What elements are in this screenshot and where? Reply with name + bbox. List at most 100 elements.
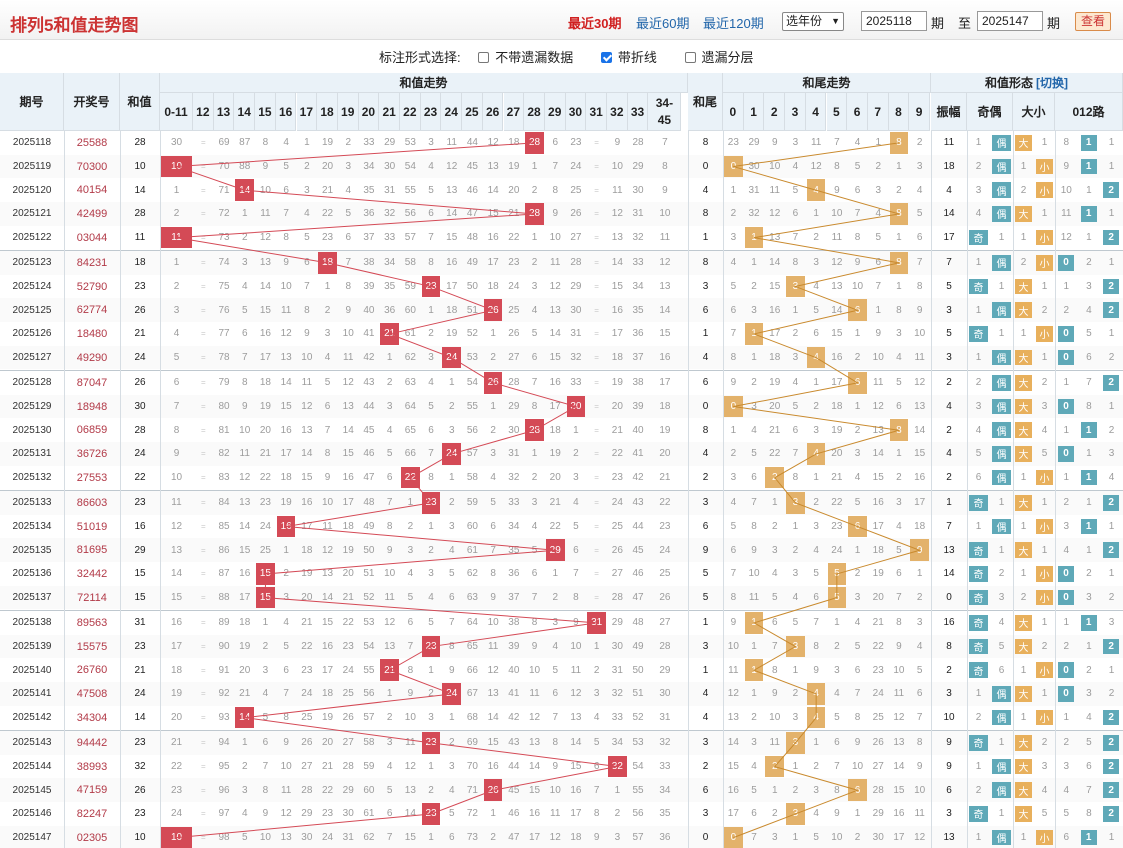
draw-number-cell[interactable]: 34304 [76, 711, 108, 724]
draw-number-cell[interactable]: 18480 [76, 327, 108, 340]
sum-miss-cell: 8 [283, 232, 289, 244]
draw-number-cell[interactable]: 81695 [76, 544, 108, 557]
tab-recent-120[interactable]: 最近120期 [703, 16, 764, 31]
sum-miss-cell: 15 [259, 304, 271, 316]
draw-number-cell[interactable]: 15575 [76, 640, 108, 653]
to-period-input[interactable]: 2025147 [977, 11, 1043, 31]
draw-number-cell[interactable]: 84231 [76, 256, 108, 269]
sum-hit-cell: 18 [318, 252, 337, 274]
tail-hit-cell: 4 [806, 443, 826, 465]
sum-miss-cell: 4 [448, 544, 455, 556]
draw-number-cell[interactable]: 87047 [76, 376, 108, 389]
sum-miss-cell: 17 [659, 377, 671, 389]
sum-miss-cell: 11 [570, 664, 582, 676]
tail-miss-cell: 10 [748, 568, 760, 580]
sum-miss-cell: 84 [218, 497, 230, 509]
sum-miss-cell: 10 [239, 424, 251, 436]
draw-number-cell[interactable]: 36726 [76, 447, 108, 460]
sum-miss-cell: 38 [632, 377, 644, 389]
sum-miss-cell: 11 [550, 257, 561, 269]
switch-link[interactable]: [切换] [1036, 76, 1068, 90]
tail-miss-cell: 8 [813, 641, 819, 653]
draw-number-cell[interactable]: 26760 [76, 664, 108, 677]
bigsmall-miss-cell: 2 [1041, 377, 1048, 389]
draw-number-cell[interactable]: 47159 [76, 784, 108, 797]
draw-number-cell[interactable]: 38993 [76, 760, 108, 773]
checkbox-polyline[interactable] [600, 52, 612, 63]
tail-miss-cell: 12 [872, 401, 884, 413]
road-miss-cell: 1 [1108, 137, 1115, 149]
year-select[interactable]: 选年份 ▼ [782, 12, 844, 31]
draw-number-cell[interactable]: 40154 [76, 184, 108, 197]
option-layered[interactable]: 遗漏分层 [681, 50, 764, 65]
checkbox-no-missing[interactable] [478, 52, 490, 63]
option-polyline[interactable]: 带折线 [597, 50, 667, 65]
road-badge: 0 [1058, 349, 1074, 366]
big-badge: 大 [1015, 806, 1032, 822]
sum-miss-cell: 19 [239, 641, 251, 653]
road-badge: 2 [1103, 375, 1120, 391]
draw-number-cell[interactable]: 52790 [76, 280, 108, 293]
draw-number-cell[interactable]: 47508 [76, 687, 108, 700]
tab-recent-30[interactable]: 最近30期 [568, 16, 622, 31]
sum-miss-cell: 9 [241, 401, 248, 413]
sum-miss-cell: 28 [301, 784, 313, 796]
draw-number-cell[interactable]: 62774 [76, 304, 108, 317]
odd-badge: 奇 [969, 326, 988, 342]
draw-number-cell[interactable]: 51019 [76, 520, 108, 533]
draw-number-cell[interactable]: 27553 [76, 471, 108, 484]
query-button[interactable]: 查看 [1075, 12, 1111, 31]
tail-miss-cell: 9 [875, 328, 882, 340]
tail-value-cell: 8 [702, 424, 709, 436]
sum-miss-cell: 6 [324, 401, 331, 413]
period-cell: 2025132 [12, 472, 52, 484]
draw-number-cell[interactable]: 42499 [76, 207, 108, 220]
tail-trend-header: 和尾走势 [723, 73, 931, 93]
small-badge: 小 [1036, 182, 1053, 199]
sum-miss-cell: = [201, 138, 206, 148]
tail-miss-cell: 13 [727, 712, 739, 724]
tail-value-cell: 6 [702, 304, 709, 316]
draw-number-cell[interactable]: 89563 [76, 616, 108, 629]
draw-number-cell[interactable]: 86603 [76, 496, 108, 509]
draw-number-cell[interactable]: 94442 [76, 736, 108, 749]
draw-number-cell[interactable]: 02305 [76, 831, 108, 844]
odd-badge: 奇 [969, 229, 988, 246]
draw-number-cell[interactable]: 25588 [76, 136, 108, 149]
sum-miss-cell: 34 [659, 784, 671, 796]
from-period-input[interactable]: 2025118 [861, 11, 927, 31]
tail-miss-cell: 1 [854, 808, 861, 820]
tail-miss-cell: 8 [751, 521, 757, 533]
sum-miss-cell: 3 [448, 761, 455, 773]
sum-miss-cell: 49 [632, 641, 644, 653]
draw-number-cell[interactable]: 49290 [76, 351, 108, 364]
big-badge: 大 [1015, 542, 1032, 559]
sum-miss-cell: 13 [259, 257, 271, 269]
sum-miss-cell: 24 [170, 808, 183, 820]
sum-miss-cell: 34 [611, 737, 623, 749]
sum-miss-cell: 6 [386, 472, 393, 484]
sum-miss-cell: 79 [218, 377, 230, 389]
draw-number-cell[interactable]: 03044 [76, 231, 108, 244]
sum-miss-cell: 19 [611, 377, 623, 389]
sum-miss-cell: = [594, 498, 599, 508]
sum-miss-cell: 7 [552, 161, 559, 173]
checkbox-layered[interactable] [684, 52, 696, 63]
sum-miss-cell: 8 [324, 448, 331, 460]
draw-number-cell[interactable]: 18948 [76, 400, 108, 413]
tail-miss-cell: 18 [872, 544, 884, 556]
road-miss-cell: 1 [1108, 161, 1115, 173]
draw-number-cell[interactable]: 70300 [76, 160, 108, 173]
column-divider [160, 131, 161, 848]
oddeven-miss-cell: 1 [975, 352, 982, 364]
sum-miss-cell: 32 [632, 232, 644, 244]
tab-recent-60[interactable]: 最近60期 [636, 16, 690, 31]
draw-number-cell[interactable]: 32442 [76, 567, 108, 580]
draw-number-cell[interactable]: 72114 [77, 591, 107, 604]
bigsmall-miss-cell: 2 [1020, 184, 1027, 196]
option-no-missing[interactable]: 不带遗漏数据 [474, 50, 583, 65]
sum-miss-cell: 22 [508, 232, 520, 244]
draw-number-cell[interactable]: 82247 [76, 807, 108, 820]
draw-number-cell[interactable]: 06859 [76, 424, 108, 437]
even-badge: 偶 [992, 158, 1011, 175]
